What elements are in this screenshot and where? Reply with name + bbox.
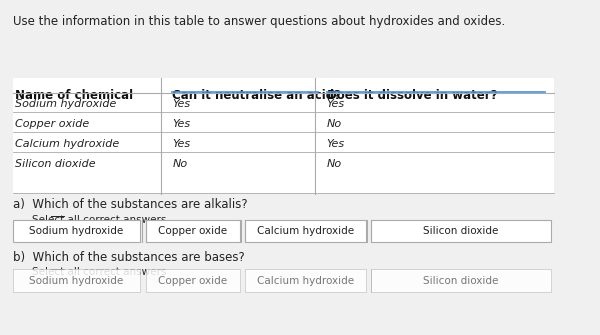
Text: Copper oxide: Copper oxide [158,226,227,236]
FancyBboxPatch shape [371,269,551,292]
Text: Yes: Yes [172,99,191,109]
Text: No: No [172,158,188,169]
Text: No: No [326,119,342,129]
Text: Select all correct answers: Select all correct answers [32,215,167,225]
Text: Calcium hydroxide: Calcium hydroxide [16,139,119,149]
Text: No: No [326,158,342,169]
FancyBboxPatch shape [13,269,140,292]
Text: Yes: Yes [172,139,191,149]
Text: Select all correct answers: Select all correct answers [32,267,167,277]
Text: Calcium hydroxide: Calcium hydroxide [257,226,354,236]
Text: b)  Which of the substances are bases?: b) Which of the substances are bases? [13,251,244,264]
FancyBboxPatch shape [146,269,239,292]
Text: Copper oxide: Copper oxide [158,276,227,286]
FancyBboxPatch shape [13,78,554,194]
Text: Can it neutralise an acid?: Can it neutralise an acid? [172,89,341,103]
Text: Use the information in this table to answer questions about hydroxides and oxide: Use the information in this table to ans… [13,15,505,28]
Text: Does it dissolve in water?: Does it dissolve in water? [326,89,497,103]
Text: Silicon dioxide: Silicon dioxide [16,158,96,169]
Text: Yes: Yes [326,139,345,149]
Text: Calcium hydroxide: Calcium hydroxide [257,276,354,286]
Text: Yes: Yes [326,99,345,109]
FancyBboxPatch shape [13,220,140,242]
Text: Name of chemical: Name of chemical [16,89,134,103]
FancyBboxPatch shape [371,220,551,242]
FancyBboxPatch shape [245,269,366,292]
Text: Sodium hydroxide: Sodium hydroxide [29,226,124,236]
FancyBboxPatch shape [245,220,366,242]
Text: Sodium hydroxide: Sodium hydroxide [29,276,124,286]
FancyBboxPatch shape [146,220,239,242]
Text: Sodium hydroxide: Sodium hydroxide [16,99,117,109]
Text: Silicon dioxide: Silicon dioxide [424,226,499,236]
Text: a)  Which of the substances are alkalis?: a) Which of the substances are alkalis? [13,198,247,211]
Text: Silicon dioxide: Silicon dioxide [424,276,499,286]
Text: Yes: Yes [172,119,191,129]
Text: Copper oxide: Copper oxide [16,119,89,129]
